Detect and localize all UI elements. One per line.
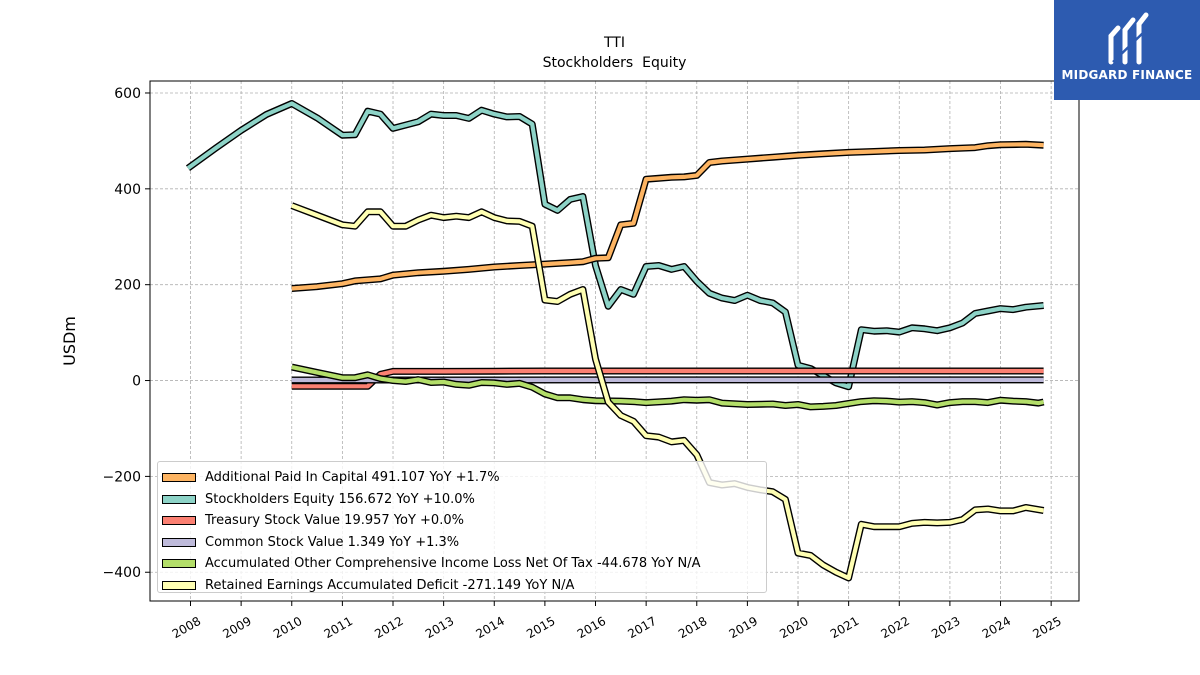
y-tick-label: −400 — [103, 565, 141, 581]
logo-text: MIDGARD FINANCE — [1061, 68, 1193, 82]
legend-item: Common Stock Value 1.349 YoY +1.3% — [158, 532, 766, 554]
x-tick-label: 2014 — [474, 614, 507, 641]
legend-item: Retained Earnings Accumulated Deficit -2… — [158, 575, 766, 597]
logo-mark-icon — [1108, 12, 1149, 65]
x-tick-label: 2020 — [777, 614, 810, 641]
x-tick-label: 2012 — [372, 614, 405, 641]
series-line — [186, 101, 1044, 389]
series-additional-paid-in-capital — [291, 140, 1044, 292]
chart-title: TTI — [603, 35, 625, 51]
chart-legend: Additional Paid In Capital 491.107 YoY +… — [157, 461, 767, 593]
legend-swatch — [162, 516, 196, 526]
legend-swatch — [162, 494, 196, 504]
x-tick-label: 2010 — [271, 614, 304, 641]
x-tick-label: 2025 — [1030, 614, 1063, 641]
x-tick-label: 2013 — [423, 614, 456, 641]
x-tick-label: 2021 — [828, 614, 861, 641]
x-tick-label: 2009 — [220, 614, 253, 641]
chart-subtitle: Stockholders Equity — [543, 55, 687, 71]
plot-frame — [149, 80, 1080, 602]
y-tick-label: 0 — [132, 374, 141, 390]
x-tick-label: 2016 — [575, 614, 608, 641]
x-tick-label: 2019 — [727, 614, 760, 641]
y-tick-label: 200 — [114, 278, 141, 294]
y-tick-label: −200 — [103, 469, 141, 485]
legend-swatch — [162, 580, 196, 590]
legend-swatch — [162, 473, 196, 483]
series-stockholders-equity — [185, 100, 1044, 391]
legend-label: Treasury Stock Value 19.957 YoY +0.0% — [205, 513, 464, 529]
legend-label: Common Stock Value 1.349 YoY +1.3% — [205, 534, 460, 550]
x-tick-label: 2024 — [980, 614, 1013, 641]
brand-logo: MIDGARD FINANCE — [1054, 0, 1200, 100]
series-line — [291, 365, 1045, 409]
x-tick-label: 2023 — [929, 614, 962, 641]
series-accumulated-other-comprehensive-income-loss-net-of-tax — [291, 363, 1045, 411]
legend-label: Accumulated Other Comprehensive Income L… — [205, 556, 701, 572]
legend-item: Stockholders Equity 156.672 YoY +10.0% — [158, 489, 766, 511]
legend-swatch — [162, 559, 196, 569]
legend-label: Additional Paid In Capital 491.107 YoY +… — [205, 470, 500, 486]
x-tick-label: 2011 — [322, 614, 355, 641]
series-retained-earnings-accumulated-deficit — [290, 202, 1045, 582]
y-tick-label: 400 — [114, 182, 141, 198]
y-axis-label: USDm — [60, 316, 79, 366]
legend-item: Accumulated Other Comprehensive Income L… — [158, 553, 766, 575]
x-tick-label: 2022 — [879, 614, 912, 641]
x-tick-label: 2017 — [625, 614, 658, 641]
x-tick-label: 2018 — [676, 614, 709, 641]
legend-swatch — [162, 537, 196, 547]
legend-item: Treasury Stock Value 19.957 YoY +0.0% — [158, 510, 766, 532]
series-layer — [185, 100, 1045, 582]
legend-item: Additional Paid In Capital 491.107 YoY +… — [158, 467, 766, 489]
series-line — [291, 142, 1044, 291]
series-line — [291, 203, 1044, 581]
x-tick-label: 2008 — [170, 614, 203, 641]
legend-label: Stockholders Equity 156.672 YoY +10.0% — [205, 491, 475, 507]
y-tick-label: 600 — [114, 86, 141, 102]
x-tick-label: 2015 — [524, 614, 557, 641]
legend-label: Retained Earnings Accumulated Deficit -2… — [205, 577, 575, 593]
